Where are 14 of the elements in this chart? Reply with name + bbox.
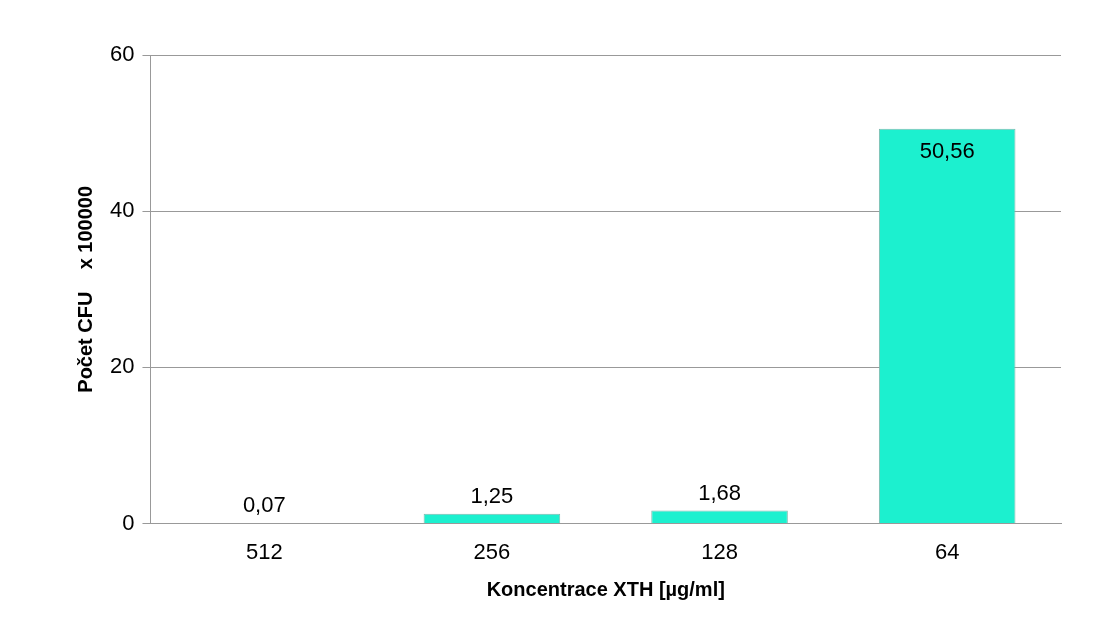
x-tick-label: 512	[245, 538, 283, 564]
data-label: 0,07	[242, 492, 286, 518]
y-tick-label: 60	[109, 41, 135, 67]
x-tick-label: 128	[701, 538, 738, 564]
data-label: 50,56	[919, 137, 975, 163]
data-label: 1,25	[470, 482, 514, 508]
x-tick-label: 64	[934, 538, 960, 564]
y-tick-label: 20	[109, 353, 135, 379]
y-tick-label: 0	[122, 509, 135, 535]
data-label: 1,68	[698, 479, 741, 505]
x-tick-label: 256	[473, 538, 511, 564]
y-tick-label: 40	[109, 197, 135, 223]
y-axis-title: Počet CFU x 100000	[73, 185, 96, 393]
x-axis-title: Koncentrace XTH [µg/ml]	[486, 577, 725, 600]
